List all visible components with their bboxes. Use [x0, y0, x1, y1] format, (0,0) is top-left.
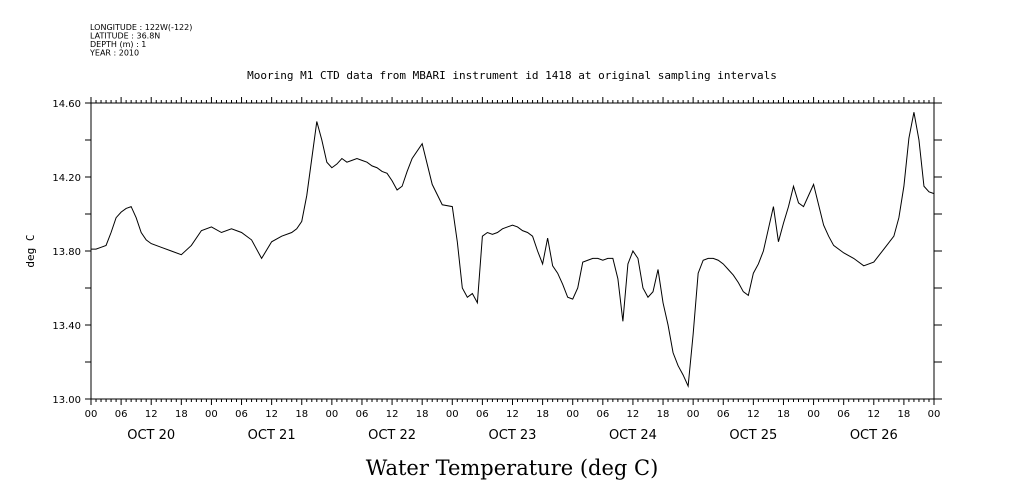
- y-tick-label: 13.40: [52, 321, 81, 332]
- x-axis-label: Water Temperature (deg C): [366, 456, 659, 480]
- plot-frame: [90, 102, 935, 400]
- day-label: OCT 23: [489, 428, 537, 443]
- series-line: [91, 112, 935, 388]
- x-tick-label: 12: [145, 409, 158, 420]
- x-tick-label: 00: [85, 409, 98, 420]
- metadata-header: LONGITUDE : 122W(-122)LATITUDE : 36.8NDE…: [89, 23, 192, 58]
- x-tick-label: 12: [265, 409, 278, 420]
- y-tick-labels: 13.00 13.40 13.80 14.20 14.60: [52, 99, 81, 406]
- x-tick-label: 18: [416, 409, 429, 420]
- y-tick-label: 14.60: [52, 99, 81, 110]
- y-tick-label: 13.00: [52, 395, 81, 406]
- x-tick-label: 12: [747, 409, 760, 420]
- y-tick-label: 14.20: [52, 173, 81, 184]
- x-tick-label: 00: [687, 409, 700, 420]
- x-tick-label: 00: [928, 409, 941, 420]
- day-label: OCT 20: [127, 428, 175, 443]
- x-tick-label: 18: [536, 409, 549, 420]
- x-tick-label: 18: [777, 409, 790, 420]
- x-tick-label: 06: [356, 409, 369, 420]
- x-tick-labels: 00 06 12 18 00 06 12 18 00 06 12 18 00 06 12 18 00 06 12 18…: [85, 409, 941, 420]
- axis-ticks: [85, 97, 942, 405]
- x-tick-label: 06: [717, 409, 730, 420]
- day-label: OCT 25: [729, 428, 777, 443]
- x-tick-label: 06: [115, 409, 128, 420]
- day-label: OCT 26: [850, 428, 898, 443]
- x-tick-label: 00: [446, 409, 459, 420]
- x-tick-label: 18: [295, 409, 308, 420]
- x-tick-label: 06: [235, 409, 248, 420]
- x-tick-label: 12: [506, 409, 519, 420]
- x-tick-label: 18: [175, 409, 188, 420]
- header-line: LONGITUDE : 122W(-122): [90, 23, 192, 32]
- y-tick-label: 13.80: [52, 247, 81, 258]
- x-tick-label: 18: [898, 409, 911, 420]
- x-tick-label: 00: [566, 409, 579, 420]
- day-label: OCT 22: [368, 428, 416, 443]
- day-label: OCT 21: [248, 428, 296, 443]
- header-line: LATITUDE : 36.8N: [90, 32, 160, 41]
- x-tick-label: 06: [837, 409, 850, 420]
- x-tick-label: 06: [596, 409, 609, 420]
- x-tick-label: 18: [657, 409, 670, 420]
- x-tick-label: 00: [205, 409, 218, 420]
- chart-title: Mooring M1 CTD data from MBARI instrumen…: [247, 69, 777, 82]
- plot-area: 13.00 13.40 13.80 14.20 14.60 00 06 12 18 00 06 12…: [52, 97, 942, 443]
- y-axis-label: deg C: [24, 234, 37, 267]
- x-tick-label: 12: [627, 409, 640, 420]
- x-tick-label: 00: [325, 409, 338, 420]
- day-label: OCT 24: [609, 428, 657, 443]
- x-tick-label: 12: [386, 409, 399, 420]
- header-line: DEPTH (m) : 1: [90, 40, 146, 49]
- day-labels: OCT 20 OCT 21 OCT 22 OCT 23 OCT 24 OCT 25 OCT …: [127, 428, 898, 443]
- x-tick-label: 06: [476, 409, 489, 420]
- header-line: YEAR : 2010: [89, 49, 139, 58]
- x-tick-label: 12: [867, 409, 880, 420]
- x-tick-label: 00: [807, 409, 820, 420]
